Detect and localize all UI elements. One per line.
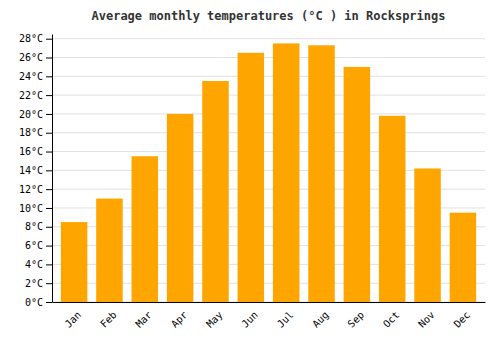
tick-mark [46,302,52,303]
bar [379,116,406,302]
tick-mark [46,283,52,284]
grid-line [52,38,485,39]
tick-label: Aug [310,309,331,330]
tick: Sep [346,309,367,330]
tick: Aug [310,309,331,330]
axis-line [52,35,53,303]
tick: Jun [239,309,260,330]
grid-line [52,132,485,133]
tick-mark [46,170,52,171]
bar [273,43,300,302]
tick-mark [46,264,52,265]
tick: 20°C [19,109,52,120]
tick: 10°C [19,203,52,214]
tick-label: Jun [239,309,260,330]
tick: 12°C [19,184,52,195]
tick: May [204,309,225,330]
tick: 6°C [25,240,52,251]
grid [52,39,485,302]
tick-label: 2°C [25,278,43,289]
grid-line [52,95,485,96]
tick: 4°C [25,259,52,270]
tick: 16°C [19,146,52,157]
bar [61,222,88,302]
tick: 26°C [19,52,52,63]
tick: Oct [381,309,402,330]
tick-label: 14°C [19,165,43,176]
plot-area: 0°C 2°C 4°C 6°C 8°C 10°C 12°C 14°C 16°C 18°C 20°C 2… [19,33,486,329]
grid-line [52,76,485,77]
tick: Jan [63,309,84,330]
tick-mark [46,246,52,247]
tick-label: May [204,309,225,330]
tick: 2°C [25,278,52,289]
tick-label: Jul [275,309,296,330]
tick-label: Mar [133,309,154,330]
tick-mark [46,95,52,96]
tick-label: 20°C [19,109,43,120]
tick-label: 0°C [25,297,43,308]
tick-label: Nov [416,309,437,330]
tick-label: Oct [381,309,402,330]
tick-label: Jan [63,309,84,330]
tick: Apr [169,309,190,330]
tick-label: 12°C [19,184,43,195]
tick-mark [46,227,52,228]
tick-label: 8°C [25,221,43,232]
tick: 18°C [19,127,52,138]
grid-line [52,57,485,58]
tick-label: 6°C [25,240,43,251]
x-axis: Jan Feb Mar Apr May Jun Jul Aug Sep Oct Nov Dec [53,303,486,330]
tick: Mar [133,309,154,330]
tick-label: Apr [169,309,190,330]
tick: 14°C [19,165,52,176]
bars [61,43,476,302]
bar [132,156,159,302]
grid-line [52,151,485,152]
tick: Jul [275,309,296,330]
tick-mark [46,76,52,77]
tick-label: 22°C [19,90,43,101]
tick-mark [46,208,52,209]
tick-label: 16°C [19,146,43,157]
tick-label: 26°C [19,52,43,63]
bar [414,168,441,302]
tick-mark [46,133,52,134]
tick-label: 18°C [19,127,43,138]
bar [167,114,194,302]
tick: 28°C [19,33,52,44]
tick: 24°C [19,71,52,82]
tick-mark [46,189,52,190]
tick: 8°C [25,221,52,232]
bar [308,45,335,302]
axis-line [53,302,486,303]
bar [238,53,265,302]
tick-label: 28°C [19,33,43,44]
bar [450,213,477,302]
tick: Dec [452,309,473,330]
tick: 0°C [25,297,52,308]
tick-label: Dec [452,309,473,330]
title: Average monthly temperatures (°C ) in Ro… [91,9,445,23]
tick-mark [46,58,52,59]
tick: 22°C [19,90,52,101]
tick-label: 4°C [25,259,43,270]
bar [202,81,229,302]
tick-label: Feb [98,309,119,330]
tick-mark [46,114,52,115]
y-axis: 0°C 2°C 4°C 6°C 8°C 10°C 12°C 14°C 16°C 18°C 20°C 2… [19,33,53,307]
chart: 0°C 2°C 4°C 6°C 8°C 10°C 12°C 14°C 16°C 18°C 20°C 2… [0,0,500,350]
grid-line [52,113,485,114]
bar [96,199,123,302]
tick-mark [46,39,52,40]
tick-label: 24°C [19,71,43,82]
tick-mark [46,152,52,153]
tick-label: Sep [346,309,367,330]
bar [344,67,371,302]
tick-label: 10°C [19,203,43,214]
tick: Feb [98,309,119,330]
tick: Nov [416,309,437,330]
